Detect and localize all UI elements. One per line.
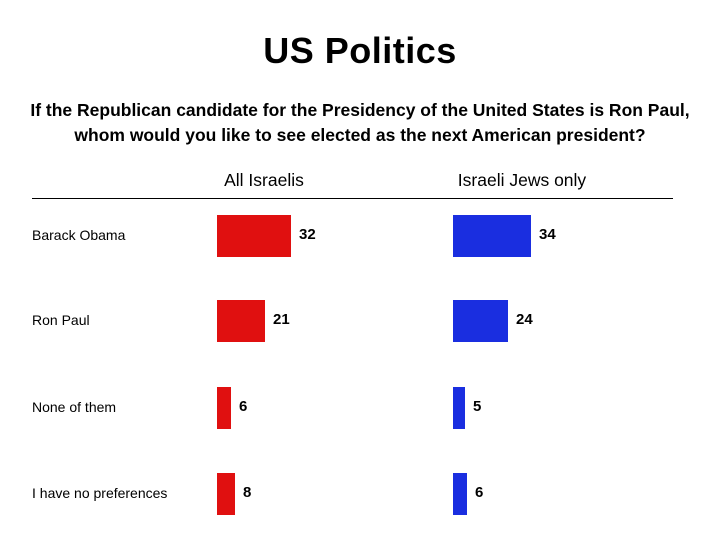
category-label-barack-obama: Barack Obama xyxy=(32,227,126,243)
data-label-all-israelis-i-have-no-preferences: 8 xyxy=(243,484,252,501)
survey-question: If the Republican candidate for the Pres… xyxy=(10,98,710,148)
bar-israeli-jews-only-none-of-them xyxy=(453,387,465,429)
data-label-all-israelis-barack-obama: 32 xyxy=(299,226,316,243)
category-label-i-have-no-preferences: I have no preferences xyxy=(32,485,168,501)
series-header-all-israelis: All Israelis xyxy=(224,170,304,190)
bar-all-israelis-barack-obama xyxy=(217,215,291,257)
data-label-all-israelis-none-of-them: 6 xyxy=(239,398,248,415)
bar-all-israelis-i-have-no-preferences xyxy=(217,473,235,515)
bar-israeli-jews-only-i-have-no-preferences xyxy=(453,473,467,515)
question-line-2: whom would you like to see elected as th… xyxy=(74,125,646,145)
data-label-israeli-jews-only-i-have-no-preferences: 6 xyxy=(475,484,484,501)
category-label-none-of-them: None of them xyxy=(32,399,117,415)
bar-all-israelis-none-of-them xyxy=(217,387,231,429)
bar-israeli-jews-only-ron-paul xyxy=(453,300,508,342)
header-divider xyxy=(32,198,673,199)
data-label-all-israelis-ron-paul: 21 xyxy=(273,311,290,328)
data-label-israeli-jews-only-none-of-them: 5 xyxy=(473,398,482,415)
series-header-israeli-jews: Israeli Jews only xyxy=(457,170,587,190)
category-label-ron-paul: Ron Paul xyxy=(32,312,90,328)
page-title: US Politics xyxy=(263,30,457,71)
data-label-israeli-jews-only-barack-obama: 34 xyxy=(539,226,556,243)
bar-all-israelis-ron-paul xyxy=(217,300,265,342)
bar-israeli-jews-only-barack-obama xyxy=(453,215,531,257)
question-line-1: If the Republican candidate for the Pres… xyxy=(30,100,690,120)
data-label-israeli-jews-only-ron-paul: 24 xyxy=(516,311,533,328)
